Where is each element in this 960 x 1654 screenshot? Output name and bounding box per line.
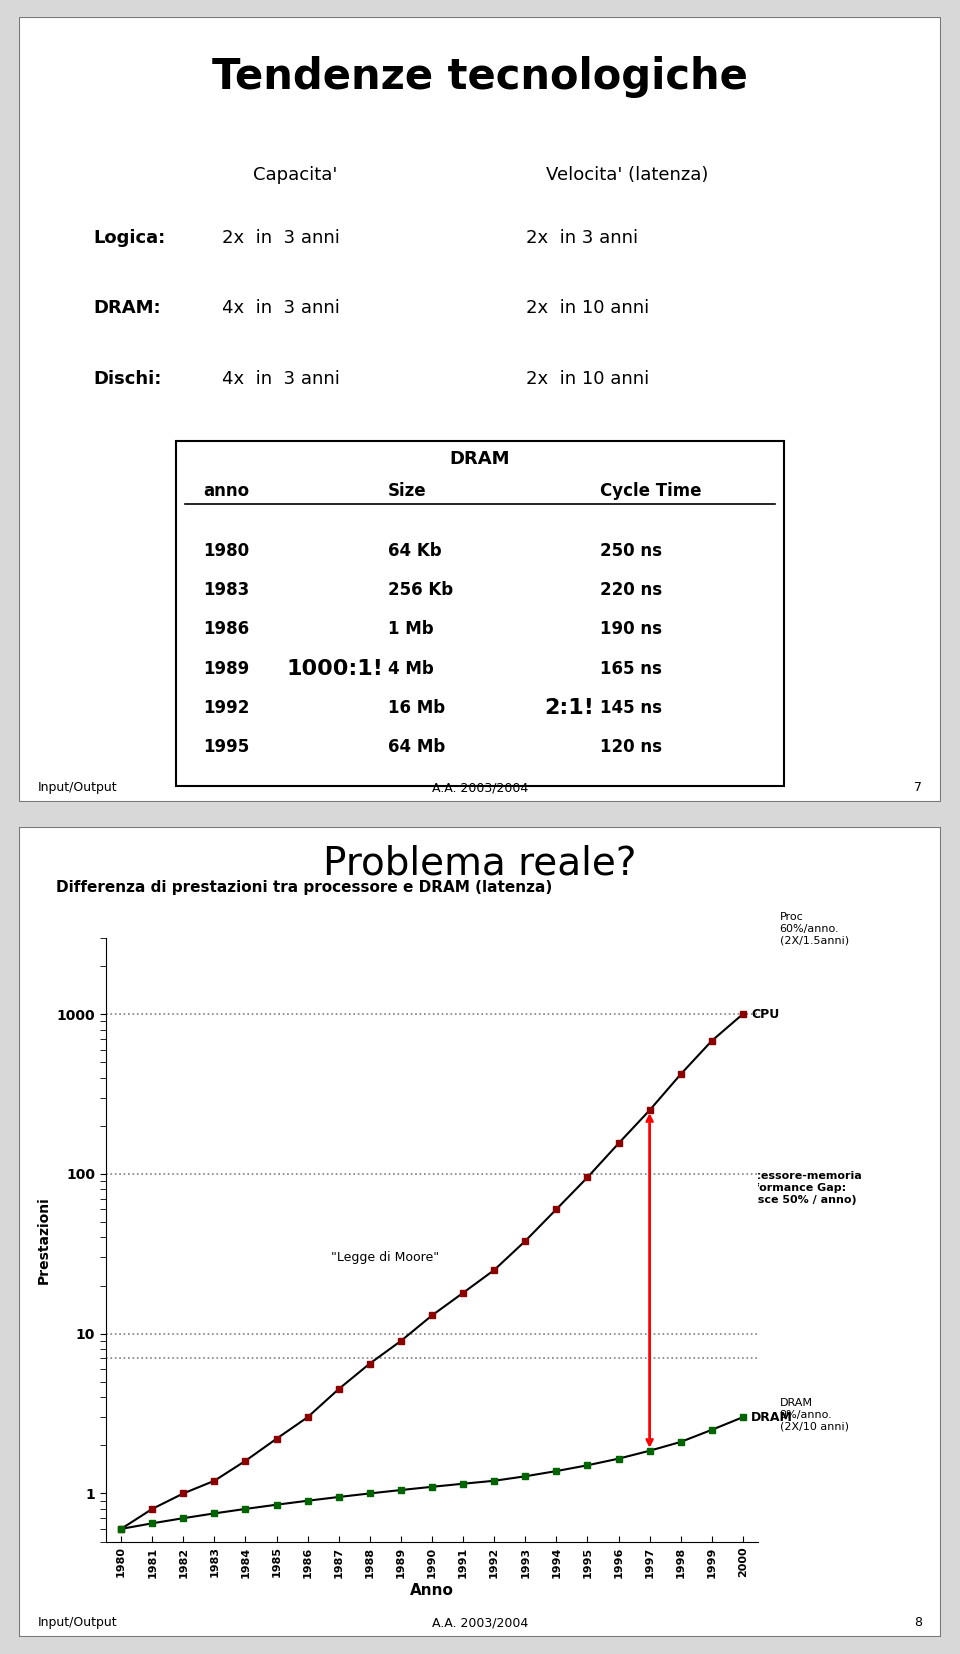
Text: 220 ns: 220 ns xyxy=(600,581,662,599)
Text: DRAM
9%/anno.
(2X/10 anni): DRAM 9%/anno. (2X/10 anni) xyxy=(780,1398,849,1432)
Text: 2x  in 3 anni: 2x in 3 anni xyxy=(526,228,638,246)
Text: DRAM:: DRAM: xyxy=(93,299,160,318)
Text: A.A. 2003/2004: A.A. 2003/2004 xyxy=(432,781,528,794)
Text: Velocita' (latenza): Velocita' (latenza) xyxy=(546,165,708,184)
Text: 1980: 1980 xyxy=(204,543,250,559)
Text: 120 ns: 120 ns xyxy=(600,738,661,756)
Text: 1995: 1995 xyxy=(204,738,250,756)
Text: 190 ns: 190 ns xyxy=(600,620,661,638)
Text: 1986: 1986 xyxy=(204,620,250,638)
Text: 145 ns: 145 ns xyxy=(600,700,661,716)
Text: 256 Kb: 256 Kb xyxy=(388,581,453,599)
Text: 1000:1!: 1000:1! xyxy=(286,658,383,678)
Text: 4x  in  3 anni: 4x in 3 anni xyxy=(222,299,340,318)
Text: 2x  in 10 anni: 2x in 10 anni xyxy=(526,299,649,318)
Y-axis label: Prestazioni: Prestazioni xyxy=(37,1196,51,1284)
Text: A.A. 2003/2004: A.A. 2003/2004 xyxy=(432,1616,528,1629)
Text: 4x  in  3 anni: 4x in 3 anni xyxy=(222,370,340,389)
Text: 165 ns: 165 ns xyxy=(600,660,661,678)
Text: 64 Kb: 64 Kb xyxy=(388,543,442,559)
Text: 1992: 1992 xyxy=(204,700,250,716)
Text: 8: 8 xyxy=(914,1616,923,1629)
Text: CPU: CPU xyxy=(751,1007,780,1021)
Bar xyxy=(176,440,784,787)
Text: Size: Size xyxy=(388,481,426,500)
Text: Differenza di prestazioni tra processore e DRAM (latenza): Differenza di prestazioni tra processore… xyxy=(56,880,552,895)
Text: Problema reale?: Problema reale? xyxy=(324,845,636,883)
Text: 4 Mb: 4 Mb xyxy=(388,660,434,678)
Text: 1983: 1983 xyxy=(204,581,250,599)
Text: DRAM: DRAM xyxy=(449,450,511,468)
Text: 2:1!: 2:1! xyxy=(544,698,594,718)
Text: 16 Mb: 16 Mb xyxy=(388,700,445,716)
Text: DRAM: DRAM xyxy=(751,1411,793,1424)
Text: anno: anno xyxy=(204,481,250,500)
Text: 64 Mb: 64 Mb xyxy=(388,738,445,756)
Text: Capacita': Capacita' xyxy=(253,165,338,184)
Text: 2x  in 10 anni: 2x in 10 anni xyxy=(526,370,649,389)
Text: 7: 7 xyxy=(914,781,923,794)
Text: 1 Mb: 1 Mb xyxy=(388,620,434,638)
Text: "Legge di Moore": "Legge di Moore" xyxy=(331,1250,440,1264)
Text: Input/Output: Input/Output xyxy=(37,1616,117,1629)
Text: 1989: 1989 xyxy=(204,660,250,678)
Text: Logica:: Logica: xyxy=(93,228,165,246)
Text: Input/Output: Input/Output xyxy=(37,781,117,794)
Text: Proc
60%/anno.
(2X/1.5anni): Proc 60%/anno. (2X/1.5anni) xyxy=(780,911,849,946)
Text: 2x  in  3 anni: 2x in 3 anni xyxy=(222,228,340,246)
Text: 250 ns: 250 ns xyxy=(600,543,661,559)
Text: Tendenze tecnologiche: Tendenze tecnologiche xyxy=(212,56,748,98)
X-axis label: Anno: Anno xyxy=(410,1583,454,1598)
Text: Cycle Time: Cycle Time xyxy=(600,481,702,500)
Text: Processore-memoria
Performance Gap:
(cresce 50% / anno): Processore-memoria Performance Gap: (cre… xyxy=(733,1171,862,1204)
Text: Dischi:: Dischi: xyxy=(93,370,161,389)
